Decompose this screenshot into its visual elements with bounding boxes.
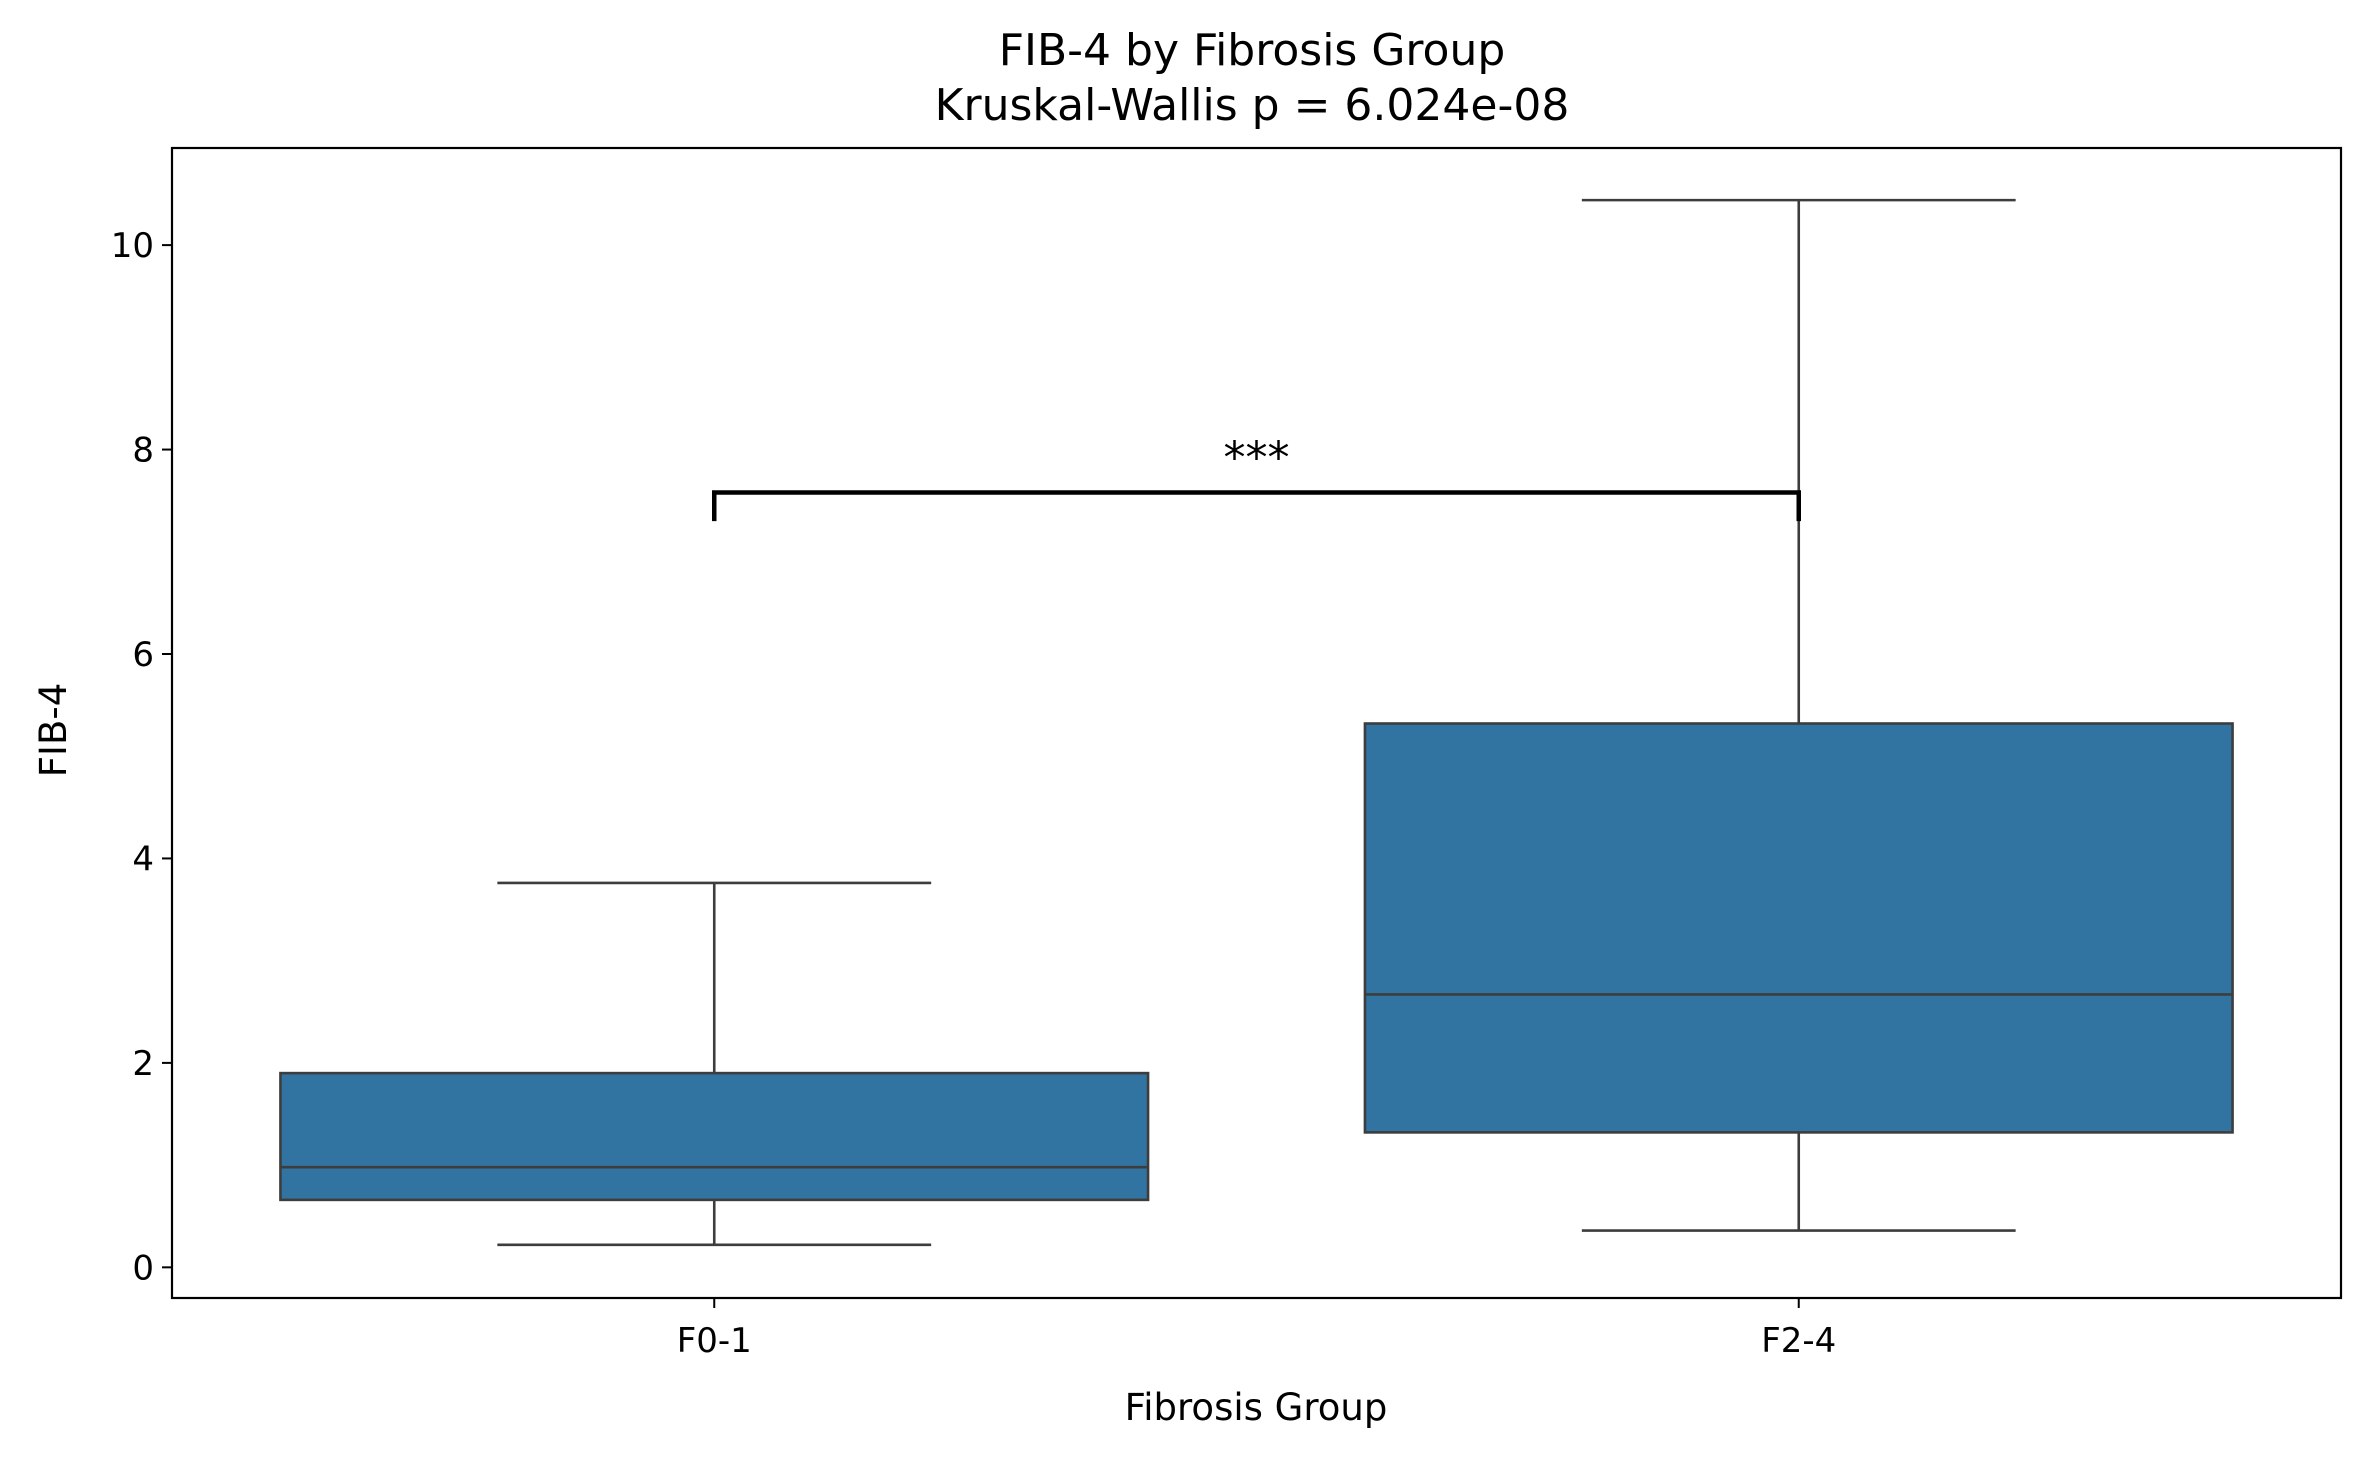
- plot-frame: [170, 146, 2343, 1300]
- x-tick-label: F2-4: [1761, 1321, 1836, 1361]
- y-tick-label: 10: [111, 226, 154, 266]
- y-axis-label: FIB-4: [32, 683, 75, 777]
- y-tick-label: 4: [132, 839, 154, 879]
- plot-area: 0 2 4 6 8 10 F0-1 F2-4 ***: [111, 198, 2234, 1361]
- chart-subtitle: Kruskal-Wallis p = 6.024e-08: [935, 80, 1570, 131]
- box-f2-4: [1363, 722, 2234, 1134]
- significance-label: ***: [1224, 432, 1290, 483]
- y-tick-label: 6: [132, 635, 154, 675]
- y-tick-label: 8: [132, 431, 154, 471]
- y-tick-label: 2: [132, 1044, 154, 1084]
- y-tick-label: 0: [132, 1248, 154, 1288]
- x-axis-label: Fibrosis Group: [1125, 1386, 1388, 1429]
- box-f0-1: [279, 1071, 1150, 1202]
- significance-bracket: [712, 490, 1801, 522]
- chart-title: FIB-4 by Fibrosis Group: [999, 25, 1506, 76]
- x-tick-label: F0-1: [677, 1321, 752, 1361]
